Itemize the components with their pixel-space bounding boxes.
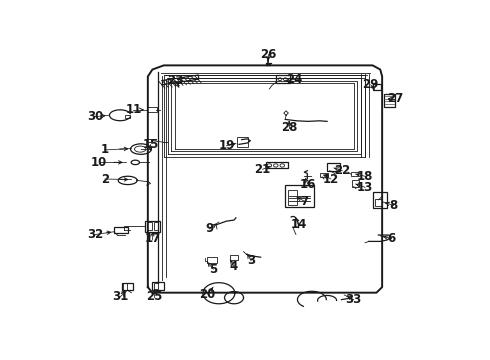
- Text: 3: 3: [247, 254, 255, 267]
- Text: 4: 4: [230, 260, 238, 273]
- Bar: [266, 162, 288, 168]
- Bar: [327, 163, 341, 171]
- Bar: [147, 139, 151, 141]
- Text: 33: 33: [345, 293, 362, 306]
- Bar: [125, 115, 130, 118]
- Bar: [147, 222, 151, 230]
- Text: 10: 10: [91, 156, 107, 169]
- Bar: [154, 283, 158, 289]
- Bar: [152, 282, 164, 291]
- Text: 7: 7: [300, 195, 308, 208]
- Bar: [230, 255, 238, 260]
- Bar: [320, 173, 328, 177]
- Bar: [384, 94, 395, 107]
- Text: 17: 17: [144, 232, 161, 245]
- Text: 11: 11: [125, 103, 142, 116]
- Text: 21: 21: [254, 163, 270, 176]
- Text: 8: 8: [390, 199, 398, 212]
- Text: 15: 15: [142, 138, 159, 151]
- Bar: [122, 283, 133, 291]
- Bar: [351, 172, 358, 176]
- Bar: [145, 221, 160, 232]
- Bar: [352, 180, 359, 186]
- Bar: [115, 227, 128, 233]
- Text: 18: 18: [357, 170, 373, 183]
- Text: 32: 32: [87, 228, 103, 241]
- Text: 1: 1: [101, 143, 109, 157]
- Text: 26: 26: [260, 48, 276, 61]
- Bar: [285, 185, 314, 207]
- Text: 27: 27: [387, 92, 404, 105]
- Text: 31: 31: [112, 290, 128, 303]
- Bar: [288, 190, 297, 205]
- Text: 6: 6: [388, 232, 396, 245]
- Text: 30: 30: [87, 110, 103, 123]
- Text: 23: 23: [167, 74, 183, 87]
- Bar: [372, 84, 381, 90]
- Text: 13: 13: [357, 181, 373, 194]
- Bar: [375, 199, 382, 207]
- Text: 20: 20: [199, 288, 216, 301]
- Text: 9: 9: [205, 222, 214, 235]
- Text: 16: 16: [300, 178, 316, 191]
- Text: 14: 14: [291, 218, 307, 231]
- Bar: [372, 192, 387, 208]
- Text: 28: 28: [281, 121, 297, 134]
- Text: 25: 25: [146, 290, 163, 303]
- Text: 24: 24: [287, 73, 303, 86]
- Bar: [153, 222, 158, 230]
- Bar: [276, 75, 290, 82]
- Bar: [207, 257, 217, 263]
- Text: 19: 19: [218, 139, 235, 152]
- Bar: [123, 283, 127, 290]
- Bar: [237, 138, 248, 147]
- Text: 29: 29: [363, 78, 379, 91]
- Text: 2: 2: [101, 172, 109, 185]
- Text: 5: 5: [209, 262, 217, 276]
- Text: 12: 12: [323, 172, 339, 185]
- Text: 22: 22: [334, 164, 350, 177]
